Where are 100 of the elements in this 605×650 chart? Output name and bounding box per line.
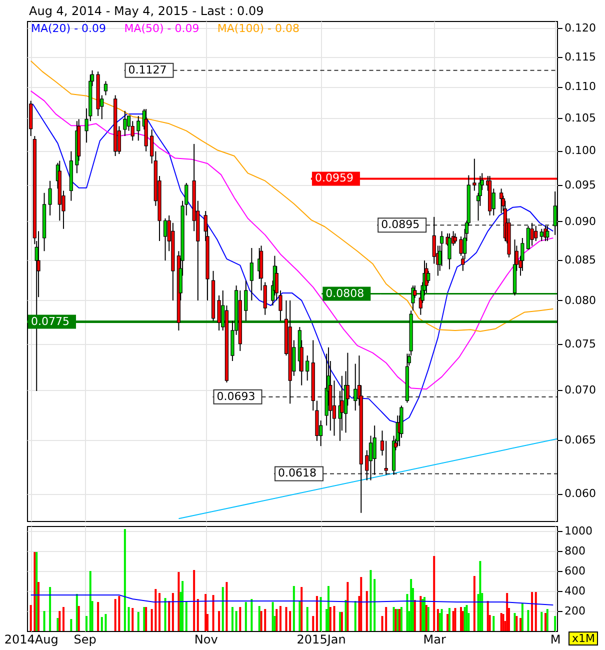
bar [43,611,46,631]
bar [292,586,295,631]
bar [520,618,522,631]
candlestick [250,248,254,301]
candlestick [540,228,544,242]
candlestick [520,237,524,272]
bar [76,594,78,631]
bar [360,577,362,631]
bar [300,587,303,631]
candlestick [472,158,476,192]
bar [448,608,450,631]
y-tick-label: 1000 [564,524,592,538]
candlestick [530,222,534,246]
bar [534,592,537,631]
bar [460,607,462,631]
y-tick-label: 600 [564,564,586,578]
candlestick [453,232,458,244]
bar [182,581,184,631]
bar [329,607,332,631]
bar [114,599,116,631]
bar [312,616,314,631]
text: MA(20) - 0.09 [31,22,106,35]
bar [285,607,288,631]
y-tick-label: 0.075 [564,337,596,350]
text: MA(50) - 0.09 [124,22,200,35]
line-series [30,60,554,332]
bar [410,579,412,631]
bar [222,587,224,631]
candlestick [217,294,221,331]
bar [239,607,242,631]
y-tick-label: 800 [564,544,586,558]
ref-line-label: 0.0693 [216,390,256,403]
bar [420,596,422,631]
bar [137,612,140,631]
bar [212,595,214,631]
candlestick [426,270,430,284]
ref-line-label: 0.0775 [31,314,70,328]
candlestick [163,218,168,262]
candlestick [546,225,550,242]
bar [244,602,247,631]
bar [289,611,292,631]
bar [320,597,322,631]
bar [440,609,443,631]
bar [531,592,534,631]
bar [70,619,72,631]
bar [366,591,368,631]
candlestick [384,440,388,476]
bar [226,582,228,631]
bar [473,576,476,631]
bar [104,614,107,631]
bar [424,597,426,631]
bar [540,612,543,631]
bar [327,586,330,631]
bar [506,593,508,631]
bar [168,601,170,631]
bar [118,596,120,631]
x-tick-label: Sep [74,632,96,646]
bar [250,599,253,631]
bar [185,602,188,631]
candlestick [244,280,248,322]
bar [454,608,456,631]
ref-line-label: 0.0959 [314,172,354,185]
bar [422,599,424,631]
candlestick [526,225,530,250]
bar [49,587,52,631]
bar [527,610,530,631]
bar [38,582,40,631]
bar [554,616,556,631]
candlestick [306,355,310,382]
x-tick-label: Nov [194,632,218,646]
bar [521,603,524,631]
bar [544,613,546,631]
bar [516,616,518,631]
bar [78,606,80,631]
bar [446,614,449,631]
bar [385,607,388,631]
x-tick-label: Mar [423,632,446,646]
bar [235,611,238,631]
bar [374,579,376,631]
bar [97,602,100,631]
candlestick [440,230,444,267]
y-tick-label: 0.095 [564,178,596,192]
bar [370,570,372,631]
bar [58,611,61,631]
bar [316,596,318,631]
ref-line-label: 0.0808 [326,286,364,300]
bar [128,607,130,631]
bar [492,616,495,631]
bar [260,611,262,631]
bar [231,607,234,631]
bar [414,600,416,631]
bar [154,589,157,631]
y-tick-label: 0.105 [564,111,596,124]
y-tick-label: 0.110 [564,80,596,94]
bar [100,617,103,631]
y-tick-label: 0.115 [564,50,596,64]
y-tick-label: 0.080 [564,294,596,307]
x-tick-label: M [550,632,561,646]
bar [276,609,278,631]
bar [204,594,207,631]
